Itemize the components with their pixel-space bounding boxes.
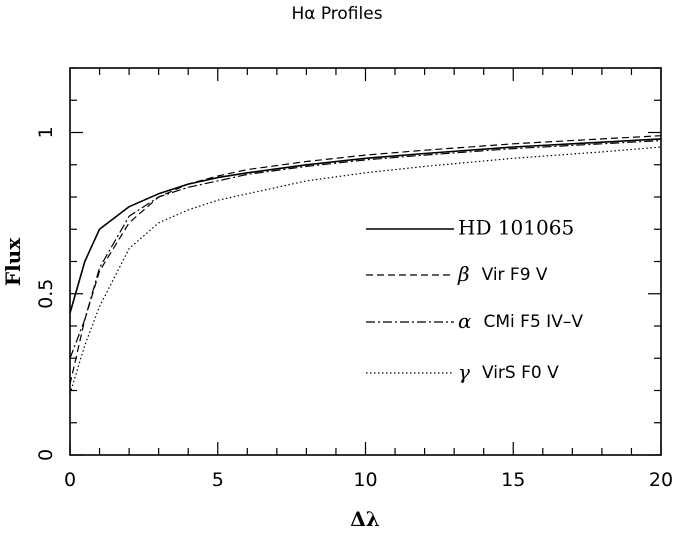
x-tick-label: 10 [353,469,377,491]
legend-label-beta-vir: β Vir F9 V [457,262,548,286]
y-tick-label: 1 [35,126,57,138]
x-tick-label: 15 [501,469,525,491]
series-line-2 [69,140,662,359]
legend: HD 101065 β Vir F9 V α CMi F5 IV–V γ Vir… [366,216,583,384]
plot-frame [69,67,662,456]
series-line-3 [69,146,662,394]
x-tick-label: 20 [649,469,673,491]
alpha-symbol: α [458,309,472,333]
axis-ticks [69,67,662,456]
legend-label-alpha-cmi: α CMi F5 IV–V [458,309,583,333]
beta-text: Vir F9 V [482,265,548,285]
x-tick-label: 5 [212,469,224,491]
gamma-text: VirS F0 V [482,363,559,383]
y-tick-label: 0.5 [35,279,57,309]
tick-labels: 0 5 10 15 20 0 0.5 1 [35,126,673,491]
legend-label-gamma-virs: γ VirS F0 V [458,360,559,384]
series-lines [69,135,662,394]
series-line-0 [69,138,662,314]
x-axis-label: Δλ [350,507,380,531]
alpha-text: CMi F5 IV–V [484,312,584,332]
gamma-symbol: γ [458,360,470,384]
legend-label-hd101065: HD 101065 [458,216,574,240]
y-axis-label: Flux [1,237,25,286]
beta-symbol: β [457,262,470,286]
y-tick-label: 0 [35,449,57,461]
series-line-1 [69,135,662,385]
x-tick-label: 0 [64,469,76,491]
chart-title: Hα Profiles [291,4,382,24]
